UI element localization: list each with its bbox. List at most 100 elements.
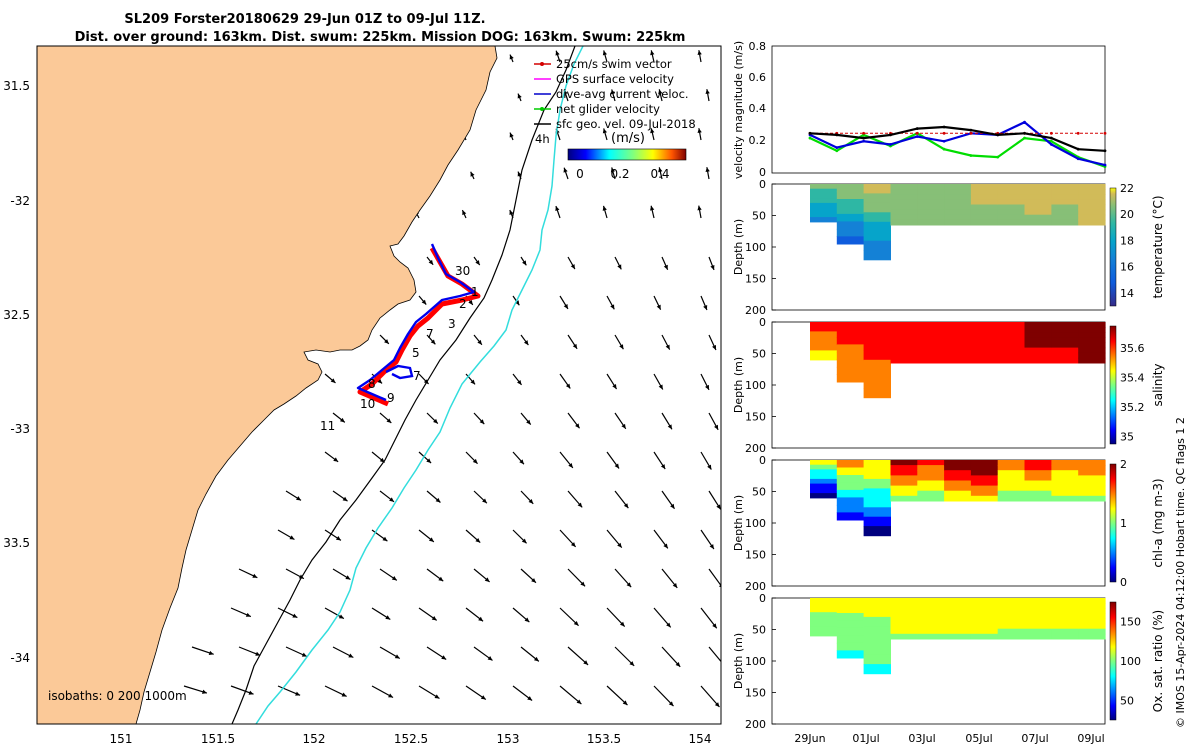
chla-cell bbox=[1078, 470, 1106, 476]
current-vector-head bbox=[697, 128, 702, 134]
oxygen-cell bbox=[1024, 623, 1052, 630]
current-vector-head bbox=[433, 418, 438, 424]
salinity-cell bbox=[944, 357, 972, 364]
temperature-cell bbox=[863, 250, 891, 261]
oxygen-cell bbox=[944, 618, 972, 625]
current-vector-head bbox=[610, 167, 616, 173]
salinity-cell bbox=[863, 322, 891, 332]
chla-cell bbox=[970, 485, 999, 492]
oxygen-cell bbox=[997, 628, 1026, 635]
land-area bbox=[37, 46, 498, 724]
temperature-cell bbox=[810, 217, 838, 223]
current-vector-head bbox=[622, 700, 628, 706]
salinity-cell bbox=[836, 374, 865, 383]
salinity-cell bbox=[970, 322, 999, 328]
current-vector-head bbox=[576, 699, 582, 705]
oxygen-cell bbox=[1051, 623, 1079, 630]
current-vector-head bbox=[602, 128, 608, 134]
oxygen-cell bbox=[890, 603, 918, 609]
velocity-point bbox=[942, 125, 946, 129]
chla-cell bbox=[810, 493, 838, 499]
velocity-point bbox=[1103, 131, 1107, 135]
day-label: 9 bbox=[387, 391, 395, 405]
current-vector-head bbox=[565, 383, 571, 389]
chla-cell bbox=[944, 460, 972, 466]
velocity-point bbox=[915, 135, 919, 138]
time-x-tick: 03Jul bbox=[908, 732, 935, 745]
temperature-cell bbox=[997, 184, 1026, 190]
current-vector-head bbox=[619, 344, 624, 350]
map-y-tick: 33.5 bbox=[3, 536, 30, 550]
salinity-cell bbox=[970, 327, 999, 333]
chla-cell bbox=[836, 497, 865, 506]
oxygen-cell bbox=[836, 650, 865, 659]
current-vector-head bbox=[563, 167, 568, 173]
salinity-cell bbox=[810, 326, 838, 332]
legend-entry-swim-vector: 25cm/s swim vector bbox=[534, 57, 672, 71]
velocity-point bbox=[1103, 149, 1107, 153]
temperature-cell bbox=[1051, 194, 1079, 200]
temperature-colorbar-tick: 14 bbox=[1120, 287, 1134, 300]
chla-colorbar-tick: 1 bbox=[1120, 517, 1127, 530]
velocity-ylabel: velocity magnitude (m/s) bbox=[732, 41, 745, 179]
oxygen-cell bbox=[890, 628, 918, 635]
current-vector-head bbox=[712, 344, 717, 350]
oxygen-cell bbox=[836, 627, 865, 636]
temperature-colorbar bbox=[1109, 187, 1117, 307]
salinity-cell bbox=[944, 352, 972, 359]
map-x-tick: 152.5 bbox=[394, 732, 428, 746]
temperature-y-tick: 150 bbox=[745, 273, 766, 286]
oxygen-cell bbox=[863, 635, 891, 646]
salinity-cell bbox=[917, 347, 945, 354]
current-vector-head bbox=[667, 424, 672, 430]
map-y-tick: -34 bbox=[10, 651, 30, 665]
temperature-cell bbox=[997, 199, 1026, 206]
current-vector-head bbox=[384, 339, 389, 344]
salinity-cell bbox=[1024, 332, 1052, 338]
chla-cell bbox=[1078, 465, 1106, 471]
chla-cell bbox=[997, 485, 1026, 492]
current-vector-head bbox=[245, 612, 251, 617]
current-vector-head bbox=[470, 379, 476, 385]
temperature-cell bbox=[970, 219, 999, 226]
oxygen-cell bbox=[1078, 633, 1106, 640]
velocity-point bbox=[1049, 143, 1053, 146]
current-vector-head bbox=[430, 339, 436, 345]
temperature-cell bbox=[1078, 184, 1106, 190]
map-x-tick: 153 bbox=[497, 732, 520, 746]
velocity-point bbox=[808, 131, 812, 135]
temperature-cell bbox=[970, 214, 999, 221]
current-vector-head bbox=[509, 132, 514, 138]
current-vector bbox=[606, 685, 628, 706]
time-x-tick: 05Jul bbox=[965, 732, 992, 745]
velocity-point bbox=[862, 136, 866, 140]
temperature-cell bbox=[890, 194, 918, 200]
salinity-cell bbox=[1051, 337, 1079, 344]
temperature-cell bbox=[970, 199, 999, 206]
temperature-cell bbox=[917, 194, 945, 200]
chla-cell bbox=[836, 460, 865, 469]
oxygen-cell bbox=[917, 608, 945, 614]
chla-cell bbox=[836, 512, 865, 521]
salinity-cell bbox=[997, 337, 1026, 344]
current-vector bbox=[559, 685, 582, 705]
temperature-cell bbox=[890, 184, 918, 190]
map-x-tick: 152 bbox=[303, 732, 326, 746]
chla-cell bbox=[1078, 480, 1106, 487]
current-vector-head bbox=[289, 535, 295, 540]
salinity-cell bbox=[997, 352, 1026, 359]
current-vector-head bbox=[672, 583, 678, 588]
salinity-colorbar-label: salinity bbox=[1151, 363, 1165, 406]
temperature-cell bbox=[1078, 189, 1106, 195]
chla-colorbar bbox=[1109, 463, 1117, 583]
current-vector-head bbox=[428, 537, 434, 542]
chla-cell bbox=[810, 469, 838, 475]
chla-cell bbox=[970, 470, 999, 476]
temperature-cell bbox=[1051, 219, 1079, 226]
chla-cell bbox=[1024, 460, 1052, 466]
salinity-cell bbox=[1051, 357, 1079, 364]
salinity-cell bbox=[890, 322, 918, 328]
salinity-cell bbox=[917, 337, 945, 344]
salinity-y-tick: 0 bbox=[759, 316, 766, 329]
oxygen-cell bbox=[944, 608, 972, 614]
